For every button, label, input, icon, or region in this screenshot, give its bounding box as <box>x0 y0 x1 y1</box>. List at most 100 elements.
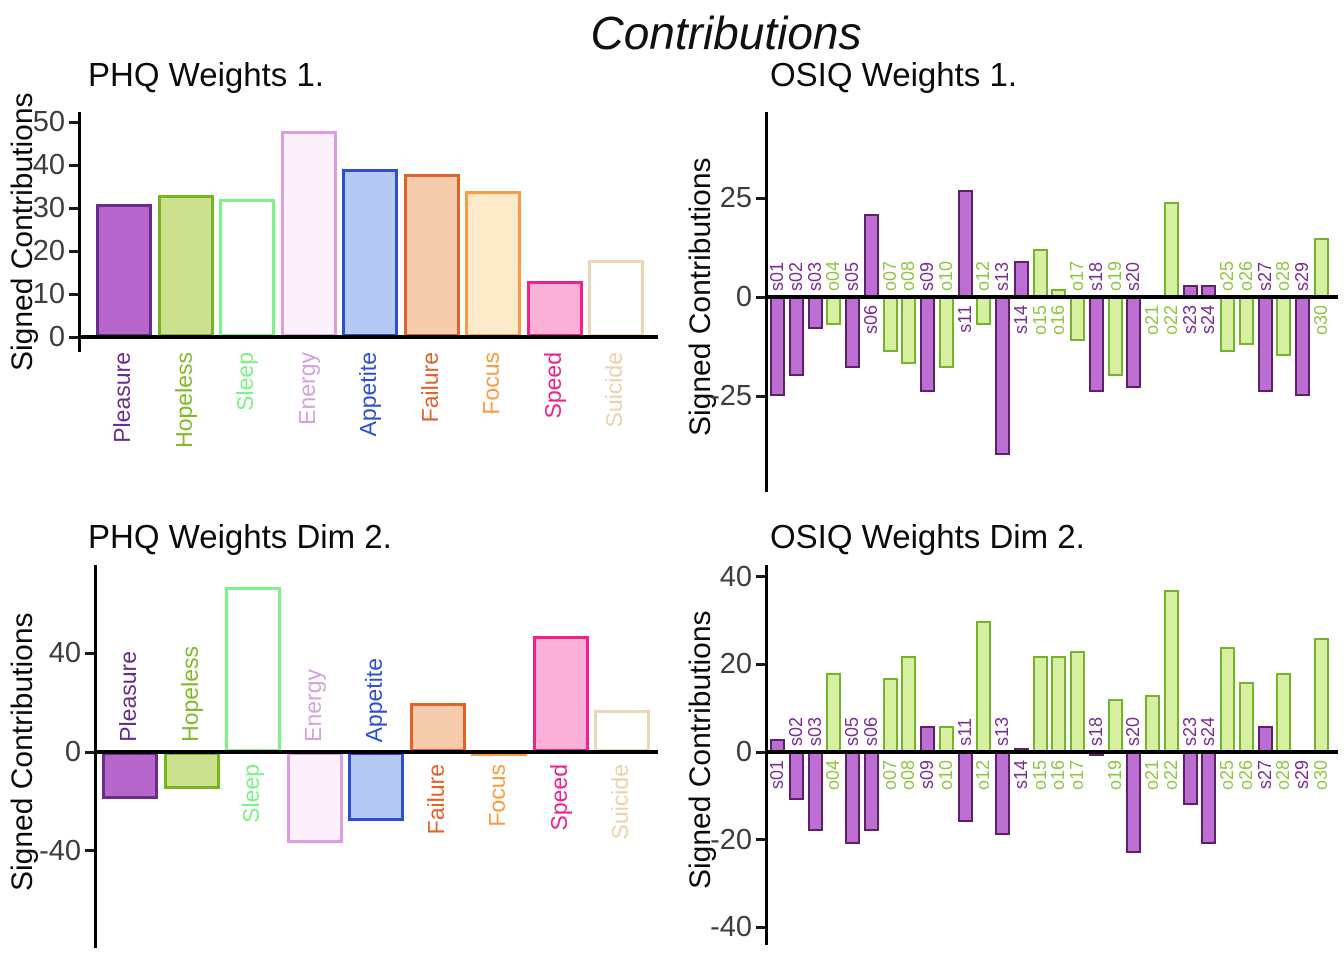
bar-label-o17: o17 <box>1066 760 1087 791</box>
bar-Energy <box>287 752 343 843</box>
y-tick-mark <box>85 849 94 853</box>
bar-Sleep <box>219 199 275 337</box>
bar-s02 <box>789 297 804 376</box>
y-tick-label: 40 <box>32 149 65 181</box>
bar-o30 <box>1314 238 1329 297</box>
bar-label-o15: o15 <box>1029 305 1050 336</box>
bar-o10 <box>939 726 954 752</box>
y-tick-mark <box>69 163 78 167</box>
bar-o08 <box>901 297 916 364</box>
bar-label-Failure: Failure <box>423 764 450 835</box>
bar-label-Speed: Speed <box>540 352 567 419</box>
y-tick-mark <box>69 335 78 339</box>
y-axis-line <box>78 112 81 352</box>
panel-title: PHQ Weights 1. <box>88 56 324 93</box>
bar-Speed <box>527 281 583 337</box>
bar-label-s14: s14 <box>1010 305 1031 335</box>
y-tick-label: 30 <box>32 192 65 224</box>
y-tick-label: -40 <box>39 834 81 867</box>
bar-Pleasure <box>102 752 158 799</box>
bar-label-Pleasure: Pleasure <box>109 352 136 443</box>
bar-s09 <box>920 726 935 752</box>
bar-Pleasure <box>96 204 152 337</box>
bar-s09 <box>920 297 935 392</box>
bar-s01 <box>770 297 785 396</box>
bar-s13 <box>995 297 1010 455</box>
bar-label-Suicide: Suicide <box>601 352 628 428</box>
bar-label-Appetite: Appetite <box>361 657 388 742</box>
bar-label-Focus: Focus <box>478 352 505 415</box>
bar-o12 <box>976 621 991 752</box>
bar-o19 <box>1108 699 1123 752</box>
bar-Speed <box>533 636 589 752</box>
bar-s24 <box>1201 752 1216 844</box>
bar-o17 <box>1070 297 1085 341</box>
y-axis-line <box>765 565 768 945</box>
bar-Failure <box>410 703 466 752</box>
bar-label-o08: o08 <box>897 760 918 791</box>
y-tick-label: 0 <box>48 321 65 353</box>
y-tick-mark <box>69 249 78 253</box>
y-axis-line <box>94 565 97 948</box>
bar-label-s03: s03 <box>804 716 825 746</box>
bar-label-s24: s24 <box>1197 716 1218 746</box>
y-tick-mark <box>756 838 765 842</box>
bar-s06 <box>864 752 879 831</box>
bar-label-s01: s01 <box>766 261 787 291</box>
bar-s11 <box>958 752 973 822</box>
bar-label-s29: s29 <box>1291 261 1312 291</box>
y-tick-mark <box>69 206 78 210</box>
bar-label-o04: o04 <box>822 760 843 791</box>
bar-label-o30: o30 <box>1310 760 1331 791</box>
bar-label-o10: o10 <box>935 260 956 291</box>
bar-o15 <box>1033 656 1048 752</box>
y-axis-line <box>765 112 768 492</box>
bar-s20 <box>1126 752 1141 853</box>
bar-label-s23: s23 <box>1179 716 1200 746</box>
bar-label-s09: s09 <box>916 261 937 291</box>
bar-o07 <box>883 678 898 752</box>
bar-o15 <box>1033 249 1048 297</box>
bar-label-s11: s11 <box>954 718 975 746</box>
bar-Hopeless <box>158 195 214 337</box>
y-tick-mark <box>756 662 765 666</box>
y-tick-mark <box>756 750 765 754</box>
bar-Focus <box>465 191 521 337</box>
y-tick-mark <box>85 750 94 754</box>
bar-label-Suicide: Suicide <box>607 764 634 840</box>
bar-o26 <box>1239 682 1254 752</box>
bar-label-s23: s23 <box>1179 305 1200 335</box>
bar-s18 <box>1089 297 1104 392</box>
bar-s06 <box>864 214 879 297</box>
y-tick-mark <box>756 394 765 398</box>
bar-label-o12: o12 <box>972 260 993 291</box>
bar-o22 <box>1164 590 1179 752</box>
y-tick-mark <box>756 925 765 929</box>
bar-label-o10: o10 <box>935 760 956 791</box>
bar-label-s18: s18 <box>1085 261 1106 291</box>
bar-Hopeless <box>164 752 220 789</box>
bar-label-o12: o12 <box>972 760 993 791</box>
bar-label-o08: o08 <box>897 260 918 291</box>
bar-label-o25: o25 <box>1216 760 1237 791</box>
bar-s02 <box>789 752 804 800</box>
bar-label-Appetite: Appetite <box>355 352 382 437</box>
y-tick-label: 20 <box>32 235 65 267</box>
bar-label-Energy: Energy <box>294 352 321 425</box>
bar-o07 <box>883 297 898 352</box>
bar-label-o04: o04 <box>822 260 843 291</box>
y-tick-label: 50 <box>32 106 65 138</box>
bar-label-Energy: Energy <box>300 669 327 742</box>
bar-label-s13: s13 <box>991 716 1012 746</box>
bar-o21 <box>1145 695 1160 752</box>
y-tick-label: 0 <box>735 281 752 313</box>
bar-label-s05: s05 <box>841 261 862 291</box>
y-tick-label: -40 <box>710 911 752 944</box>
bar-Energy <box>281 131 337 337</box>
bar-label-s20: s20 <box>1122 716 1143 746</box>
bar-label-Speed: Speed <box>546 764 573 831</box>
y-tick-label: 0 <box>735 736 752 768</box>
bar-s20 <box>1126 297 1141 388</box>
bar-Failure <box>404 174 460 337</box>
